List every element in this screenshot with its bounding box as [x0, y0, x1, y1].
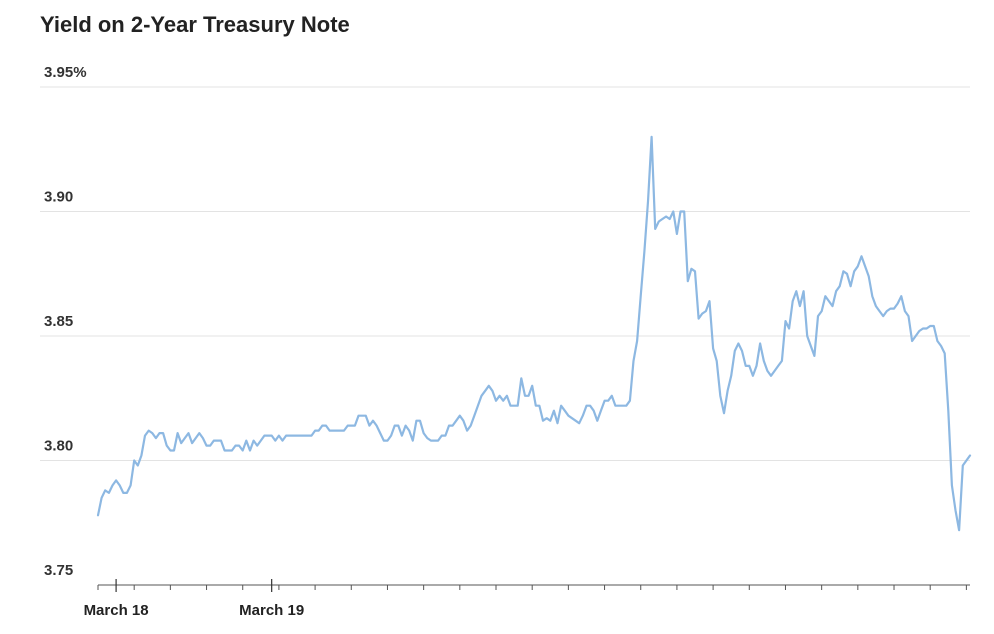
y-tick-label: 3.95% — [44, 64, 87, 81]
y-tick-label: 3.80 — [44, 438, 73, 455]
series-line — [96, 135, 972, 532]
chart-title: Yield on 2-Year Treasury Note — [40, 12, 350, 37]
y-tick-label: 3.85 — [44, 313, 73, 330]
x-tick-label: March 19 — [239, 602, 304, 619]
x-tick-label: March 18 — [84, 602, 149, 619]
y-tick-label: 3.90 — [44, 189, 73, 206]
series-layer — [96, 135, 972, 532]
y-tick-label: 3.75 — [44, 562, 73, 579]
x-axis — [97, 579, 970, 592]
axis-labels: 3.75 3.80 3.85 3.90 3.95% March 18 March 19 — [44, 64, 304, 619]
gridlines — [40, 86, 970, 461]
